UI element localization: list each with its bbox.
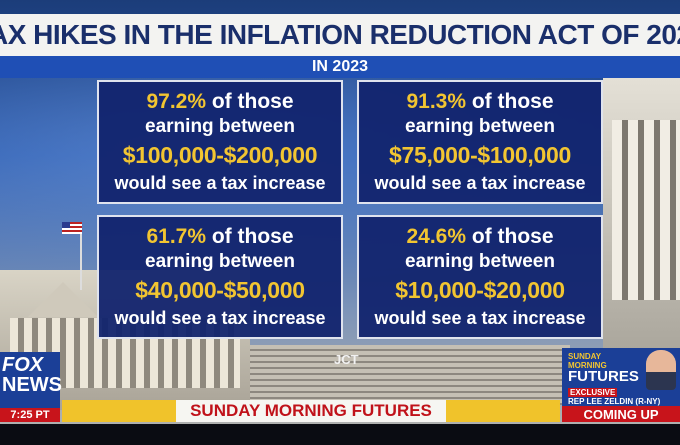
stat-headline: 24.6% of those <box>359 225 601 249</box>
coming-up-promo: SUNDAY MORNING FUTURES EXCLUSIVE REP LEE… <box>562 348 680 422</box>
stat-percent: 61.7% <box>146 225 207 248</box>
stat-percent-suffix: of those <box>206 90 294 113</box>
promo-guest-name: REP LEE ZELDIN (R-NY) <box>568 397 661 406</box>
stat-box-100k-200k: 97.2% of those earning between $100,000-… <box>97 80 343 204</box>
stat-box-10k-20k: 24.6% of those earning between $10,000-$… <box>357 215 603 339</box>
stat-outcome: would see a tax increase <box>114 173 326 193</box>
guest-photo <box>646 350 676 390</box>
stat-headline: 97.2% of those <box>99 90 341 114</box>
exclusive-badge: EXCLUSIVE <box>568 388 618 397</box>
stat-headline: 61.7% of those <box>99 225 341 249</box>
stat-income-range: $10,000-$20,000 <box>395 277 565 303</box>
stat-percent-suffix: of those <box>466 225 554 248</box>
stat-percent-suffix: of those <box>466 90 554 113</box>
stat-percent: 91.3% <box>406 90 467 113</box>
stat-income-range: $75,000-$100,000 <box>389 142 571 168</box>
stat-outcome: would see a tax increase <box>114 308 326 328</box>
promo-show-small: SUNDAY MORNING <box>568 352 607 370</box>
show-name-bar: SUNDAY MORNING FUTURES <box>62 400 560 422</box>
stat-earning-label: earning between <box>405 116 555 137</box>
us-flag-icon <box>62 222 82 234</box>
stat-headline: 91.3% of those <box>359 90 601 114</box>
stat-earning-label: earning between <box>405 251 555 272</box>
stat-box-75k-100k: 91.3% of those earning between $75,000-$… <box>357 80 603 204</box>
stat-percent-suffix: of those <box>206 225 294 248</box>
show-name-plate: SUNDAY MORNING FUTURES <box>176 400 446 422</box>
tv-bezel <box>0 424 680 445</box>
stat-box-40k-50k: 61.7% of those earning between $40,000-$… <box>97 215 343 339</box>
stat-earning-label: earning between <box>145 251 295 272</box>
logo-news-text: NEWS <box>2 374 62 396</box>
capitol-columns-right <box>612 120 680 300</box>
flag-pole <box>80 225 82 290</box>
coming-up-label: COMING UP <box>562 406 680 422</box>
subheadline-text: IN 2023 <box>311 58 369 75</box>
show-name: SUNDAY MORNING FUTURES <box>190 401 432 420</box>
stat-outcome: would see a tax increase <box>374 173 586 193</box>
headline-title: TAX HIKES IN THE INFLATION REDUCTION ACT… <box>0 19 680 50</box>
stat-income-range: $100,000-$200,000 <box>122 142 318 168</box>
logo-fox-text: FOX <box>2 354 44 376</box>
promo-show-large: FUTURES <box>568 368 639 385</box>
stat-percent: 97.2% <box>146 90 207 113</box>
broadcast-time: 7:25 PT <box>0 408 60 422</box>
stat-income-range: $40,000-$50,000 <box>135 277 305 303</box>
stat-outcome: would see a tax increase <box>374 308 586 328</box>
capitol-steps <box>250 345 570 405</box>
stat-earning-label: earning between <box>145 116 295 137</box>
stat-percent: 24.6% <box>406 225 467 248</box>
headline-banner: TAX HIKES IN THE INFLATION REDUCTION ACT… <box>0 14 680 56</box>
source-credit: JCT <box>334 352 359 367</box>
subheadline-banner: IN 2023 <box>0 56 680 78</box>
